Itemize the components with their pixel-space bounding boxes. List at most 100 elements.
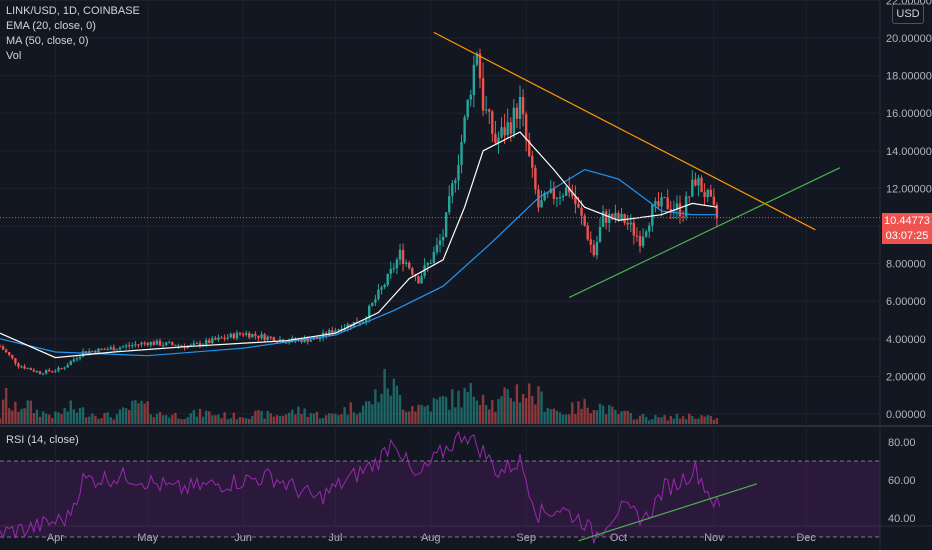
candle-body — [334, 330, 337, 334]
candle-body — [574, 196, 577, 204]
volume-bar — [57, 412, 60, 424]
volume-bar — [51, 417, 54, 424]
volume-bar — [438, 396, 442, 424]
volume-bar — [66, 411, 69, 424]
volume-bar — [315, 411, 319, 424]
candle-body — [254, 334, 257, 336]
volume-bar — [260, 410, 263, 424]
volume-bar — [577, 401, 580, 424]
chart-legend: LINK/USD, 1D, COINBASE EMA (20, close, 0… — [6, 4, 140, 64]
volume-bar — [143, 403, 146, 424]
volume-bar — [257, 409, 260, 424]
volume-bar — [158, 411, 162, 424]
candle-body — [358, 323, 362, 325]
volume-bar — [14, 401, 17, 424]
candle-body — [103, 349, 106, 351]
volume-bar — [349, 402, 352, 424]
candle-body — [368, 305, 371, 319]
candle-body — [404, 262, 408, 264]
support-trendline — [568, 167, 841, 298]
volume-bar — [364, 401, 368, 424]
volume-bar — [463, 387, 466, 424]
candle-body — [515, 107, 519, 119]
volume-bar — [204, 410, 208, 424]
candle-body — [177, 345, 180, 347]
candle-body — [78, 356, 82, 359]
candle-body — [509, 122, 512, 134]
candle-body — [272, 337, 276, 342]
price-tick-label: 0.00000 — [886, 409, 926, 421]
candle-body — [38, 371, 42, 374]
candle-body — [555, 197, 559, 199]
candle-body — [41, 373, 45, 375]
candle-body — [260, 334, 263, 338]
volume-bar — [134, 400, 137, 424]
volume-bar — [44, 413, 48, 424]
volume-bar — [275, 415, 279, 424]
volume-bar — [414, 411, 417, 424]
candle-body — [469, 95, 472, 100]
candle-body — [583, 215, 586, 226]
rsi-legend: RSI (14, close) — [6, 434, 79, 446]
currency-badge[interactable]: USD — [892, 4, 924, 24]
candle-body — [208, 340, 211, 343]
volume-bar — [712, 419, 716, 424]
volume-bar — [672, 418, 676, 424]
candle-body — [72, 359, 76, 362]
volume-bar — [118, 409, 122, 424]
candle-body — [244, 333, 248, 335]
volume-bar — [103, 413, 106, 424]
volume-bar — [300, 413, 303, 424]
candle-body — [288, 341, 291, 343]
candle-body — [269, 336, 272, 338]
candle-body — [48, 370, 51, 372]
volume-bar — [395, 385, 399, 424]
candle-body — [118, 347, 122, 350]
volume-bar — [503, 387, 506, 424]
volume-bar — [69, 400, 72, 424]
volume-bar — [186, 417, 189, 424]
candle-body — [60, 367, 63, 369]
candle-body — [491, 111, 494, 134]
volume-bar — [426, 405, 429, 424]
volume-bar — [648, 420, 651, 424]
volume-bar — [63, 407, 66, 424]
volume-bar — [629, 412, 632, 424]
volume-bar — [226, 419, 229, 424]
candle-body — [134, 344, 137, 346]
volume-bar — [321, 417, 325, 424]
candle-body — [675, 203, 679, 210]
candle-body — [91, 350, 94, 352]
volume-bar — [78, 407, 82, 424]
volume-bar — [611, 406, 614, 424]
candle-body — [444, 212, 448, 237]
candle-body — [694, 179, 697, 186]
candle-body — [448, 196, 451, 213]
volume-bar — [235, 419, 239, 424]
candle-body — [238, 332, 242, 335]
volume-bar — [457, 390, 460, 424]
candle-body — [463, 117, 466, 143]
volume-bar — [48, 414, 51, 424]
candle-body — [454, 180, 457, 184]
volume-bar — [266, 411, 269, 424]
volume-bar — [223, 412, 226, 424]
volume-bar — [561, 414, 565, 424]
price-tick-label: 20.00000 — [886, 33, 932, 45]
candle-body — [223, 337, 226, 339]
candle-body — [229, 333, 232, 338]
candle-body — [214, 338, 217, 340]
candle-body — [478, 53, 482, 79]
volume-bar — [81, 407, 85, 424]
volume-bar — [663, 415, 666, 424]
candle-body — [706, 189, 709, 198]
price-tick-label: 22.00000 — [886, 0, 932, 7]
volume-bar — [540, 391, 543, 424]
candle-body — [386, 273, 389, 285]
candle-body — [232, 333, 236, 339]
candle-body — [140, 342, 143, 345]
volume-bar — [675, 413, 679, 424]
volume-bar — [586, 407, 589, 424]
volume-bar — [303, 408, 306, 424]
